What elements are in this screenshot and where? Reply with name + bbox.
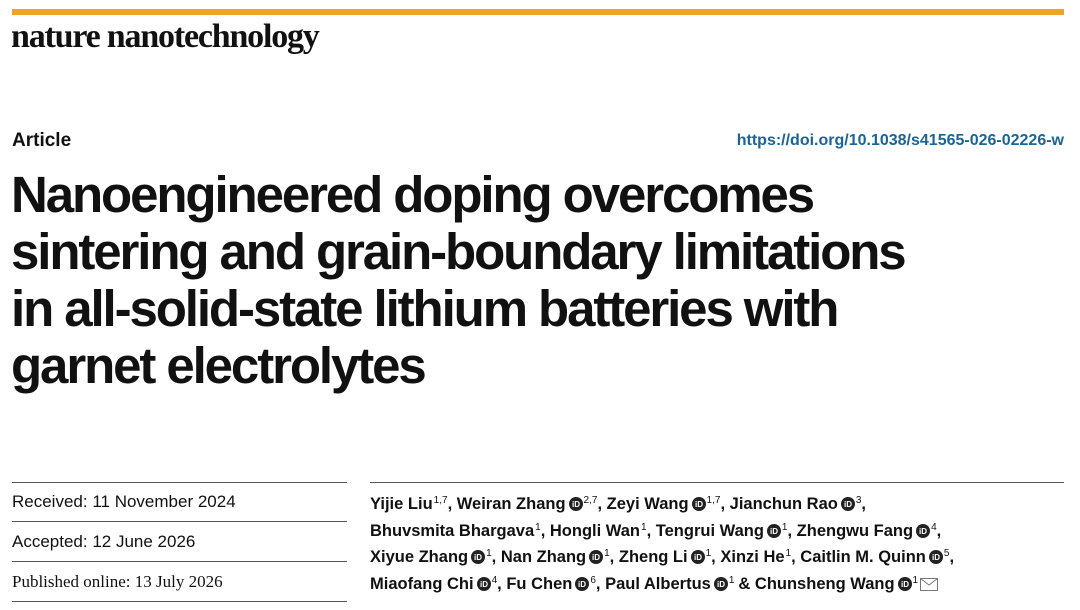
svg-text:iD: iD [932, 553, 940, 562]
affiliation: 1 [705, 548, 712, 559]
author-name: Zeyi Wang [606, 495, 689, 513]
dates: Received: 11 November 2024 Accepted: 12 J… [12, 482, 347, 602]
title-line: Nanoengineered doping overcomes [11, 166, 815, 223]
svg-text:iD: iD [695, 500, 703, 509]
orcid-icon: iD [840, 493, 855, 511]
author-name: Zheng Li [618, 548, 688, 566]
affiliation: 1 [912, 574, 919, 586]
affiliation: 1 [641, 521, 647, 533]
affiliation: 1,7 [433, 495, 448, 506]
author-name: Jianchun Rao [729, 495, 838, 513]
separator: , [791, 548, 796, 566]
orcid-icon: iD [568, 493, 583, 511]
svg-text:iD: iD [901, 580, 909, 589]
author-line: Xiyue Zhang iD 1, Nan Zhang iD 1, Zheng Li iD… [370, 541, 954, 568]
separator: , [595, 574, 601, 593]
orcid-icon: iD [897, 573, 912, 591]
affiliation: 1,7 [706, 495, 721, 506]
author-name: Zhengwu Fang [796, 521, 914, 540]
svg-text:iD: iD [919, 527, 927, 536]
affiliation: 4 [931, 521, 937, 533]
email-icon [920, 573, 939, 600]
journal-bar [12, 9, 1064, 15]
separator: , [540, 521, 546, 540]
orcid-icon: iD [766, 520, 781, 538]
separator: , [597, 495, 603, 513]
affiliation: 5 [943, 548, 950, 559]
divider [370, 482, 1064, 483]
separator: & [738, 574, 751, 593]
separator: , [646, 521, 652, 540]
affiliation: 1 [781, 521, 788, 533]
author-name: Chunsheng Wang [754, 574, 895, 593]
separator: , [949, 548, 955, 566]
author-name: Weiran Zhang [456, 495, 566, 513]
journal-name: nature nanotechnology [11, 18, 320, 55]
orcid-icon: iD [713, 573, 728, 591]
separator: , [787, 521, 793, 540]
orcid-icon: iD [471, 546, 486, 564]
author-name: Hongli Wan [549, 521, 641, 540]
orcid-icon: iD [476, 573, 491, 591]
orcid-icon: iD [691, 493, 706, 511]
author-name: Tengrui Wang [655, 521, 764, 540]
affiliation: 1 [535, 521, 541, 533]
title-line: in all-solid-state lithium batteries wit… [11, 280, 839, 337]
orcid-icon: iD [928, 546, 943, 564]
affiliation: 3 [855, 495, 862, 506]
author-name: Miaofang Chi [370, 574, 474, 593]
affiliation: 1 [785, 548, 792, 559]
svg-text:iD: iD [592, 553, 600, 562]
orcid-icon: iD [690, 546, 705, 564]
doi-link[interactable]: https://doi.org/10.1038/s41565-026-02226… [736, 132, 1064, 149]
title-line: sintering and grain-boundary limitations [11, 223, 907, 280]
date: Published online: 13 July 2026 [12, 562, 347, 602]
svg-text:iD: iD [572, 500, 580, 509]
affiliation: 1 [486, 548, 492, 559]
separator: , [936, 521, 942, 540]
separator: , [497, 574, 502, 593]
date: Accepted: 12 June 2026 [12, 522, 347, 562]
author-name: Caitlin M. Quinn [800, 548, 926, 566]
affiliation: 6 [590, 574, 596, 586]
author-name: Xiyue Zhang [370, 548, 469, 566]
author-line: Miaofang Chi iD 4, Fu Chen iD 6, Paul Albert… [370, 568, 954, 595]
title-line: garnet electrolytes [11, 337, 427, 394]
author-name: Yijie Liu [370, 495, 433, 513]
author-name: Paul Albertus [605, 574, 711, 593]
author-line: Bhuvsmita Bhargava1, Hongli Wan1, Tengru… [370, 515, 954, 542]
author-line: Yijie Liu1,7, Weiran Zhang iD 2,7, Zeyi Wa… [370, 488, 954, 515]
author-name: Nan Zhang [500, 548, 587, 566]
affiliation: 4 [491, 574, 498, 586]
separator: , [491, 548, 497, 566]
date: Received: 11 November 2024 [12, 482, 347, 522]
separator: , [609, 548, 615, 566]
svg-text:iD: iD [770, 527, 778, 536]
orcid-icon: iD [575, 573, 590, 591]
separator: , [720, 495, 726, 513]
svg-text:iD: iD [844, 500, 852, 509]
svg-text:iD: iD [578, 580, 586, 589]
article-type: Article [12, 130, 72, 151]
affiliation: 1 [604, 548, 610, 559]
author-name: Bhuvsmita Bhargava [370, 521, 535, 540]
author-name: Fu Chen [506, 574, 573, 593]
svg-text:iD: iD [480, 580, 488, 589]
separator: , [711, 548, 716, 566]
article-title: Nanoengineered doping overcomes sintering… [11, 166, 907, 394]
separator: , [447, 495, 453, 513]
author-name: Xinzi He [720, 548, 785, 566]
separator: , [861, 495, 866, 513]
orcid-icon: iD [589, 546, 604, 564]
orcid-icon: iD [916, 520, 931, 538]
divider [12, 482, 347, 483]
affiliation: 2,7 [583, 495, 598, 506]
affiliation: 1 [728, 574, 735, 586]
svg-text:iD: iD [717, 580, 725, 589]
svg-text:iD: iD [694, 553, 702, 562]
author-list: Yijie Liu1,7, Weiran Zhang iD 2,7, Zeyi Wa… [370, 488, 954, 594]
svg-text:iD: iD [474, 553, 482, 562]
